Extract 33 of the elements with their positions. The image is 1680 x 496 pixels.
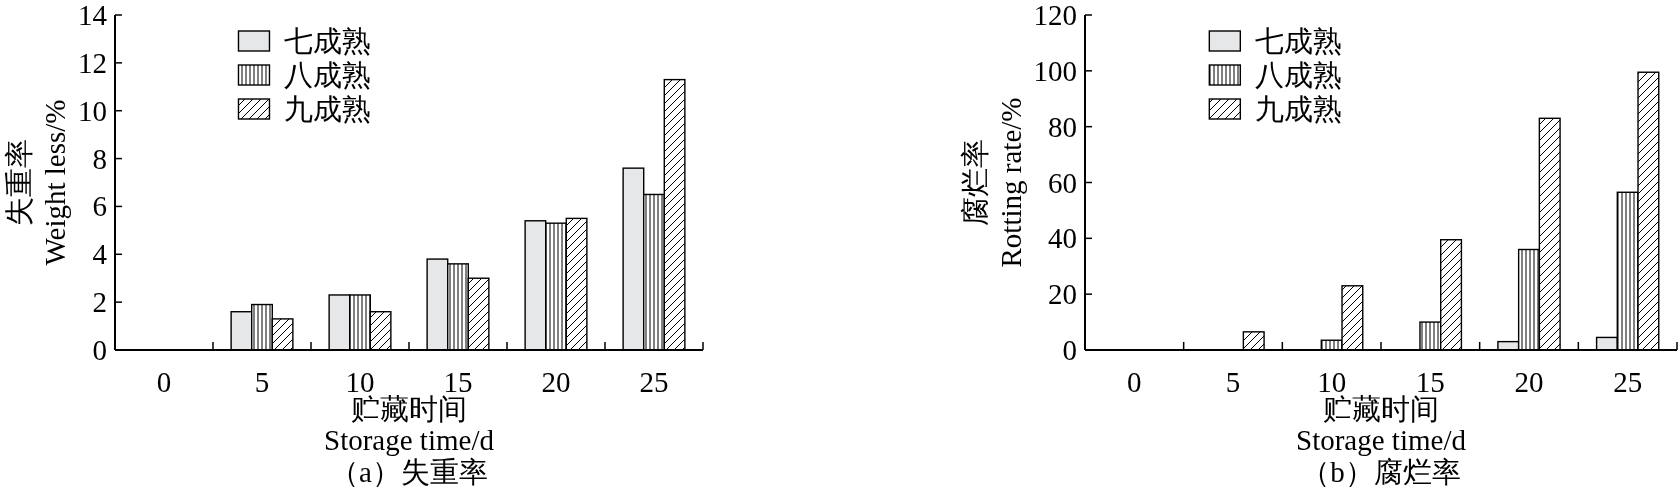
y-tick-label: 8 (92, 142, 107, 175)
y-tick-label: 10 (78, 94, 107, 127)
y-tick-label: 40 (1048, 222, 1077, 255)
x-tick-label: 0 (156, 366, 172, 398)
y-tick-label: 120 (1033, 0, 1077, 31)
x-tick-label: 20 (541, 366, 571, 398)
legend-label: 八成熟 (1255, 59, 1343, 91)
y-tick-label: 14 (78, 0, 108, 31)
y-tick-label: 4 (92, 238, 108, 271)
y-tick-label: 100 (1033, 54, 1077, 87)
x-tick-label: 5 (254, 366, 270, 398)
y-tick-label: 6 (92, 190, 107, 223)
y-tick-label: 2 (92, 286, 107, 319)
y-tick-label: 12 (78, 46, 107, 79)
legend-label: 七成熟 (284, 25, 372, 57)
legend-label: 七成熟 (1255, 25, 1343, 57)
y-tick-label: 60 (1048, 166, 1077, 199)
x-tick-label: 5 (1225, 366, 1241, 398)
y-tick-label: 0 (92, 334, 107, 366)
legend-label: 八成熟 (284, 59, 372, 91)
x-tick-label: 0 (1127, 366, 1142, 398)
y-tick-label: 80 (1048, 110, 1077, 143)
text: （b）腐烂率 (1301, 456, 1461, 488)
legend-label: 九成熟 (284, 93, 372, 125)
x-tick-label: 20 (1514, 366, 1544, 398)
x-tick-label: 25 (1613, 366, 1643, 398)
y-tick-label: 20 (1048, 278, 1077, 311)
legend-label: 九成熟 (1255, 93, 1343, 125)
y-axis-title: 失重率 Weight less/% (3, 99, 71, 266)
y-axis-title: 腐烂率 Rotting rate/% (958, 97, 1027, 268)
text: （a）失重率 (330, 456, 488, 488)
y-tick-label: 0 (1062, 334, 1077, 366)
x-tick-label: 25 (639, 366, 669, 398)
